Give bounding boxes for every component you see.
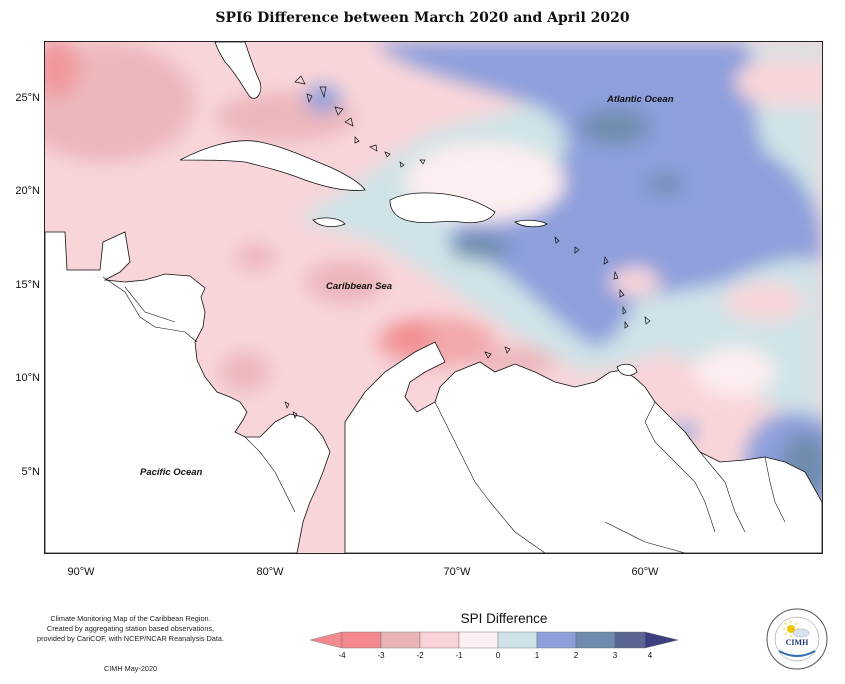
map-panel: Atlantic Ocean Caribbean Sea Pacific Oce… <box>44 41 823 554</box>
logo-text: CIMH <box>786 638 809 647</box>
legend-bin-6 <box>536 631 577 649</box>
credits-line-3: provided by CariCOF, with NCEP/NCAR Rean… <box>37 634 224 643</box>
legend-tick: 2 <box>573 651 579 660</box>
small-islands <box>284 75 651 419</box>
legend-arrow-low <box>310 631 343 649</box>
credits-text: Climate Monitoring Map of the Caribbean … <box>18 614 243 644</box>
legend-tick: 4 <box>647 651 653 660</box>
legend-arrow-high <box>644 631 679 649</box>
credits-line-2: Created by aggregating station based obs… <box>46 624 215 633</box>
country-borders <box>102 276 786 553</box>
jamaica-island <box>312 217 346 228</box>
legend-bin-2 <box>380 631 421 649</box>
lat-label-15n: 15°N <box>15 279 40 291</box>
lon-label-60w: 60°W <box>631 566 659 578</box>
sun-cloud-icon <box>783 621 810 638</box>
hispaniola-island <box>389 192 496 224</box>
legend-tick: 3 <box>612 651 618 660</box>
legend-bin-3 <box>419 631 460 649</box>
legend-bin-1 <box>341 631 382 649</box>
legend-tick: 0 <box>495 651 501 660</box>
land <box>45 42 822 553</box>
lon-label-90w: 90°W <box>67 566 95 578</box>
legend-tick: -2 <box>416 651 424 660</box>
caribbean-sea-label: Caribbean Sea <box>326 281 392 292</box>
legend-title: SPI Difference <box>460 611 548 626</box>
spi-difference-map <box>45 42 822 553</box>
logo-inner-ring <box>774 616 820 662</box>
legend-tick: -1 <box>455 651 463 660</box>
legend-tick: -4 <box>338 651 346 660</box>
lat-label-10n: 10°N <box>15 372 40 384</box>
cuba-island <box>179 140 366 191</box>
legend-bin-7 <box>575 631 616 649</box>
map-title: SPI6 Difference between March 2020 and A… <box>215 10 630 26</box>
lat-label-20n: 20°N <box>15 185 40 197</box>
credits-date: CIMH May-2020 <box>103 664 158 673</box>
lon-label-70w: 70°W <box>443 566 471 578</box>
florida-landmass <box>214 42 262 99</box>
puerto-rico-island <box>514 219 548 228</box>
lat-label-25n: 25°N <box>15 92 40 104</box>
credits-line-1: Climate Monitoring Map of the Caribbean … <box>50 614 211 623</box>
cimh-logo: CIMH <box>766 608 828 670</box>
legend-bin-8 <box>614 631 646 649</box>
central-america-landmass <box>45 231 331 553</box>
lat-label-5n: 5°N <box>21 466 40 478</box>
pacific-ocean-label: Pacific Ocean <box>140 467 203 478</box>
legend-bin-5 <box>497 631 538 649</box>
trinidad-island <box>616 363 638 376</box>
legend-bin-4 <box>458 631 499 649</box>
logo-wave <box>778 650 816 657</box>
atlantic-ocean-label: Atlantic Ocean <box>607 94 674 105</box>
legend-tick: 1 <box>534 651 540 660</box>
spi-field <box>45 42 822 512</box>
legend-colorbar <box>310 631 679 649</box>
lon-label-80w: 80°W <box>256 566 284 578</box>
legend-tick: -3 <box>377 651 385 660</box>
